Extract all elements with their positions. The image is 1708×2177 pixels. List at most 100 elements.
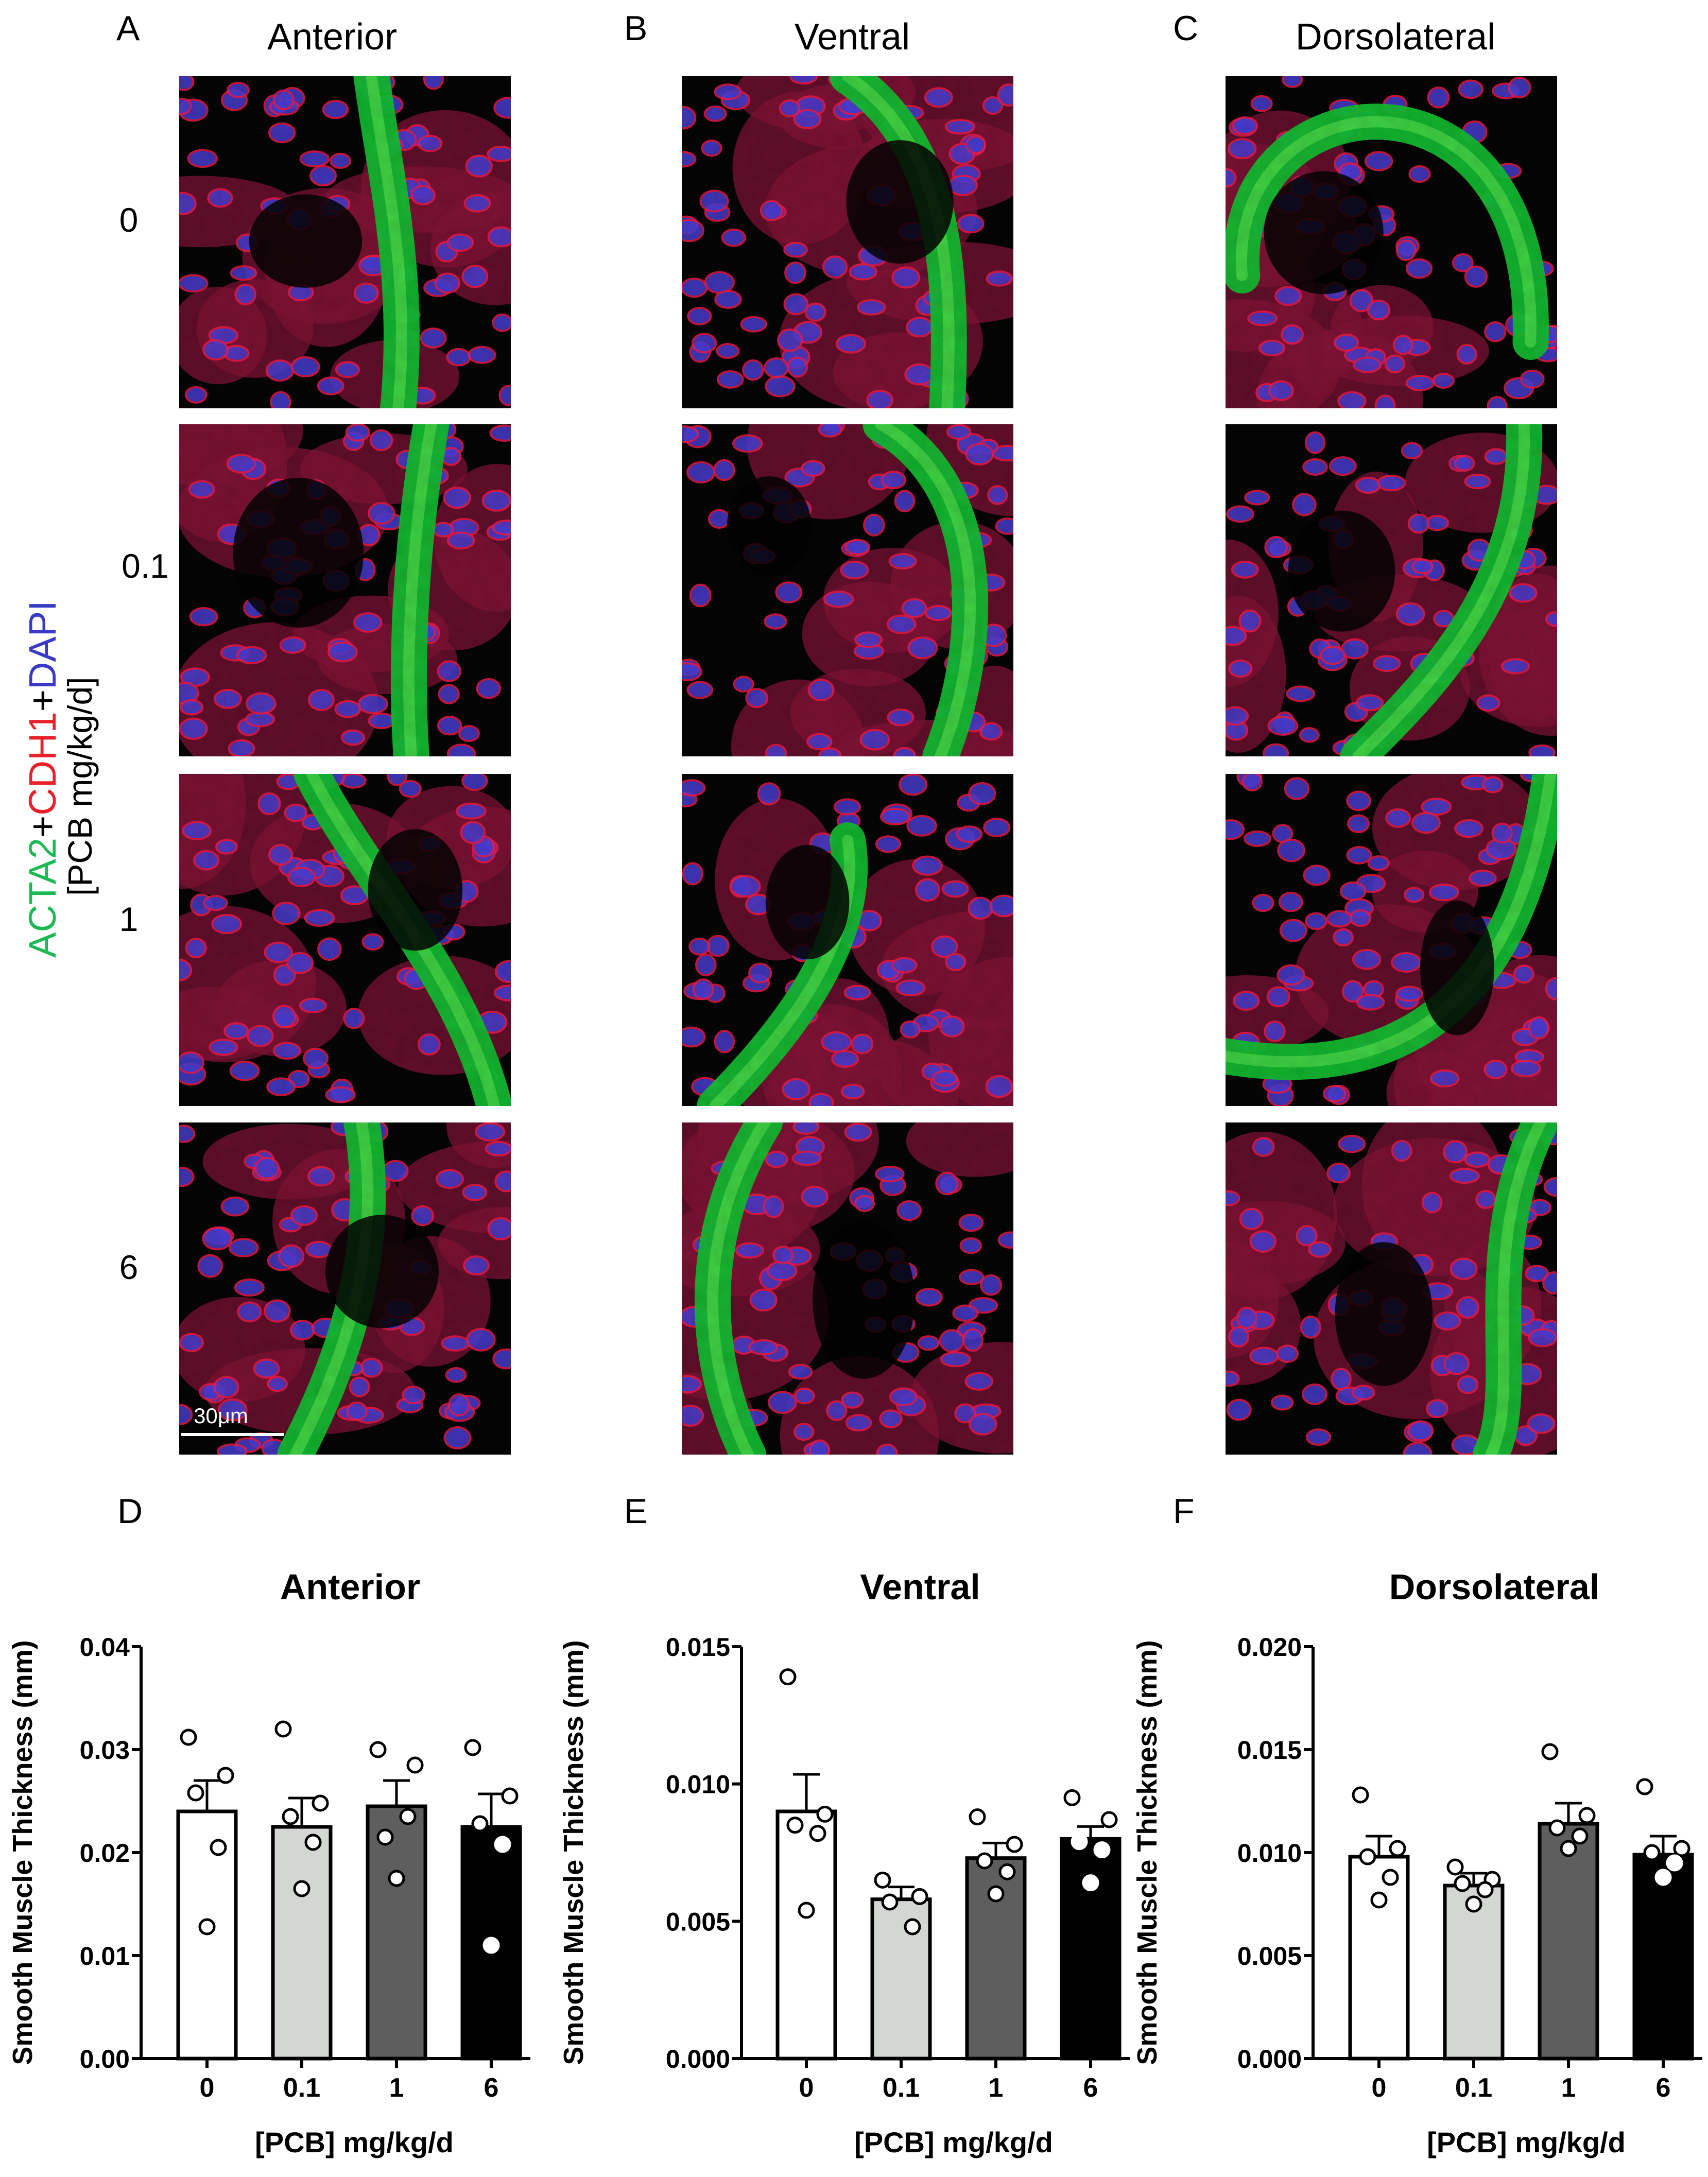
chart-title: Dorsolateral [1389, 1567, 1599, 1607]
y-tick-label: 0.01 [80, 1942, 130, 1971]
micrograph-dorsolateral-0 [1226, 76, 1557, 408]
bar-charts: D Anterior Smooth Muscle Thickness (mm) 0.0… [7, 1492, 1702, 2158]
data-point [1071, 1833, 1088, 1851]
data-point [1578, 1807, 1596, 1824]
data-point [881, 1893, 899, 1911]
x-tick-label: 0.1 [1455, 2073, 1492, 2103]
x-axis-label: [PCB] mg/kg/d [1427, 2126, 1626, 2158]
row-label-1: 1 [119, 900, 139, 938]
chart-title: Anterior [280, 1567, 420, 1607]
data-point [987, 1885, 1005, 1903]
data-point [969, 1808, 986, 1826]
column-title-dorsolateral: Dorsolateral [1296, 16, 1495, 58]
data-point [304, 1834, 322, 1851]
data-point [406, 1756, 424, 1774]
panel-letter-b: B [624, 9, 647, 48]
scale-bar-label: 30μm [194, 1404, 248, 1428]
x-axis-label: [PCB] mg/kg/d [255, 2126, 454, 2158]
row-label-0-1: 0.1 [122, 547, 169, 585]
y-tick-label: 0.005 [1237, 1942, 1302, 1971]
data-point [1548, 1819, 1566, 1837]
y-tick-label: 0.015 [1237, 1736, 1302, 1765]
y-axis-label: Smooth Muscle Thickness (mm) [558, 1640, 589, 2065]
data-point [187, 1784, 204, 1802]
data-point [911, 1888, 928, 1905]
data-point [1382, 1869, 1399, 1886]
chart-anterior: D Anterior Smooth Muscle Thickness (mm) 0.0… [7, 1492, 530, 2158]
data-point [501, 1787, 519, 1805]
data-point [1006, 1836, 1023, 1853]
micrograph-ventral-3 [682, 1122, 1013, 1455]
data-point [180, 1729, 197, 1746]
micrograph-dorsolateral-3 [1226, 1122, 1557, 1455]
data-point [1571, 1827, 1589, 1845]
x-tick-label: 6 [1083, 2073, 1098, 2103]
panel-letter-f: F [1173, 1492, 1195, 1531]
bar-0.1 [870, 1897, 932, 2061]
x-tick-label: 6 [1656, 2073, 1671, 2103]
column-title-anterior: Anterior [267, 16, 397, 58]
data-point [1352, 1786, 1369, 1804]
chart-dorsolateral: F Dorsolateral Smooth Muscle Thickness (mm… [1132, 1492, 1702, 2158]
data-point [464, 1739, 481, 1756]
y-tick-label: 0.000 [1237, 2045, 1302, 2074]
data-point [1082, 1874, 1099, 1892]
data-point [274, 1720, 292, 1738]
y-tick-label: 0.020 [1237, 1633, 1302, 1662]
y-tick-label: 0.02 [80, 1839, 130, 1868]
data-point [1465, 1895, 1482, 1913]
data-point [1476, 1881, 1494, 1898]
stain-acta2: ACTA2 [21, 838, 64, 958]
data-point [1636, 1778, 1653, 1795]
data-point [809, 1825, 826, 1842]
micrograph-ventral-1 [682, 424, 1013, 756]
data-point [312, 1794, 329, 1812]
data-point [874, 1871, 891, 1889]
micrograph-dorsolateral-1 [1226, 424, 1557, 756]
data-point [471, 1815, 489, 1833]
y-tick-label: 0.005 [666, 1907, 730, 1936]
x-tick-label: 1 [989, 2073, 1004, 2103]
x-tick-label: 1 [389, 2073, 404, 2103]
data-point [1359, 1848, 1376, 1865]
stain-dapi: DAPI [21, 600, 64, 689]
data-point [779, 1668, 797, 1686]
bar-6 [1632, 1853, 1694, 2061]
data-point [904, 1918, 921, 1936]
data-point [369, 1741, 387, 1758]
bar-1 [1538, 1822, 1599, 2061]
micrograph-dorsolateral-2 [1226, 774, 1557, 1106]
dose-axis-label: [PCB mg/kg/d] [61, 677, 99, 896]
panel-letter-d: D [117, 1492, 143, 1531]
micrograph-anterior-1 [179, 424, 511, 756]
y-tick-label: 0.03 [80, 1736, 130, 1765]
panel-letter-a: A [116, 9, 140, 48]
x-tick-label: 0 [799, 2073, 814, 2103]
x-tick-label: 0.1 [283, 2073, 320, 2103]
data-point [1643, 1844, 1661, 1861]
data-point [376, 1828, 394, 1846]
data-point [1541, 1743, 1559, 1760]
data-point [1446, 1858, 1464, 1876]
y-tick-label: 0.00 [80, 2045, 130, 2074]
x-tick-label: 1 [1561, 2073, 1576, 2103]
bar-6 [1060, 1837, 1122, 2061]
micrograph-anterior-3 [179, 1122, 511, 1455]
data-point [1063, 1789, 1081, 1806]
panel-letter-e: E [624, 1492, 647, 1531]
data-point [482, 1937, 500, 1954]
bar-1 [965, 1856, 1027, 2061]
row-label-6: 6 [119, 1248, 139, 1286]
data-point [1100, 1811, 1118, 1828]
stain-label: ACTA2+CDH1+DAPI [21, 600, 64, 958]
x-tick-label: 0 [1372, 2073, 1387, 2103]
data-point [816, 1805, 834, 1823]
data-point [494, 1836, 511, 1853]
data-point [798, 1902, 815, 1919]
data-point [1666, 1854, 1683, 1872]
y-axis-label: Smooth Muscle Thickness (mm) [7, 1640, 38, 2065]
bar-0.1 [271, 1825, 333, 2061]
data-point [1673, 1840, 1690, 1857]
data-point [1093, 1841, 1111, 1859]
